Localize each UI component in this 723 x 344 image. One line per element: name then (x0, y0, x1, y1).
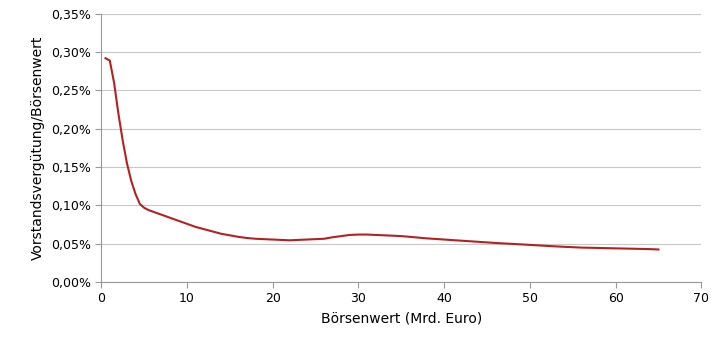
X-axis label: Börsenwert (Mrd. Euro): Börsenwert (Mrd. Euro) (320, 311, 482, 325)
Y-axis label: Vorstandsvergütung/Börsenwert: Vorstandsvergütung/Börsenwert (31, 36, 46, 260)
